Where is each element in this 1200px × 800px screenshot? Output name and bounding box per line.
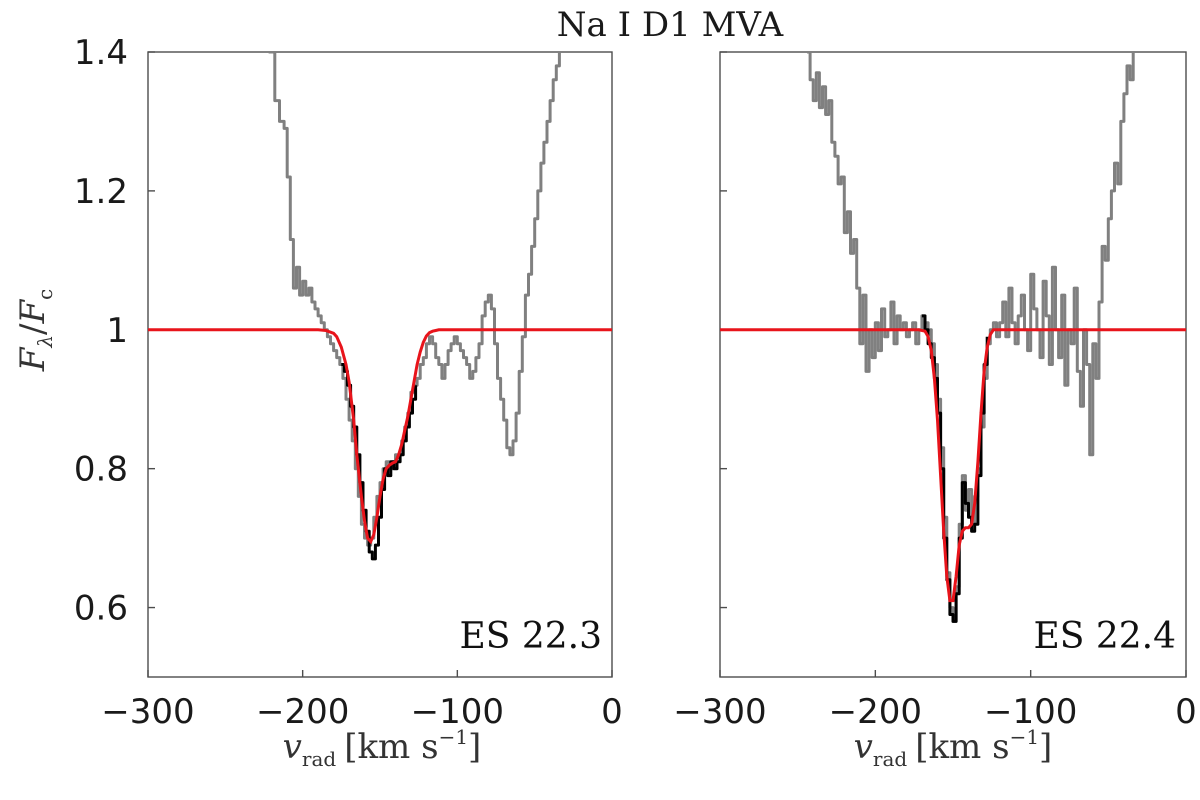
x-tick-label: −100 — [411, 692, 504, 732]
series-observed-spectrum — [268, 52, 561, 547]
x-tick-label: 0 — [1175, 692, 1197, 732]
y-tick-label: 1 — [106, 311, 128, 351]
y-tick-labels: 0.6 0.8 1 1.2 1.4 — [74, 33, 128, 629]
y-tick-label: 0.8 — [74, 450, 128, 490]
series-model-fit — [720, 328, 1186, 603]
x-tick-label: −200 — [829, 692, 922, 732]
y-tick-label: 1.2 — [74, 172, 128, 212]
y-tick-label: 0.6 — [74, 589, 128, 629]
panel-es-22-4: −300 −200 −100 0 ES 22.4 — [673, 51, 1197, 732]
panel-label: ES 22.4 — [1033, 616, 1176, 657]
series-model-fit — [148, 328, 612, 545]
x-tick-label: −100 — [984, 692, 1077, 732]
series-fitted-region — [921, 314, 989, 623]
y-tick-label: 1.4 — [74, 33, 128, 73]
series-observed-spectrum — [807, 52, 1135, 623]
panel-label: ES 22.3 — [459, 616, 602, 657]
x-tick-label: 0 — [601, 692, 623, 732]
x-axis-label-left: vrad [km s−1] — [283, 725, 482, 771]
series-fitted-region — [341, 363, 418, 561]
x-tick-label: −300 — [101, 692, 194, 732]
x-axis-label-right: vrad [km s−1] — [854, 725, 1053, 771]
chart-title: Na I D1 MVA — [557, 5, 784, 45]
x-tick-label: −200 — [256, 692, 349, 732]
y-axis-label: Fλ/Fc — [13, 289, 57, 373]
x-tick-label: −300 — [673, 692, 766, 732]
panel-es-22-3: −300 −200 −100 0 ES 22.3 — [101, 51, 623, 732]
plot-frame — [719, 51, 1187, 678]
plot-frame — [147, 51, 613, 678]
